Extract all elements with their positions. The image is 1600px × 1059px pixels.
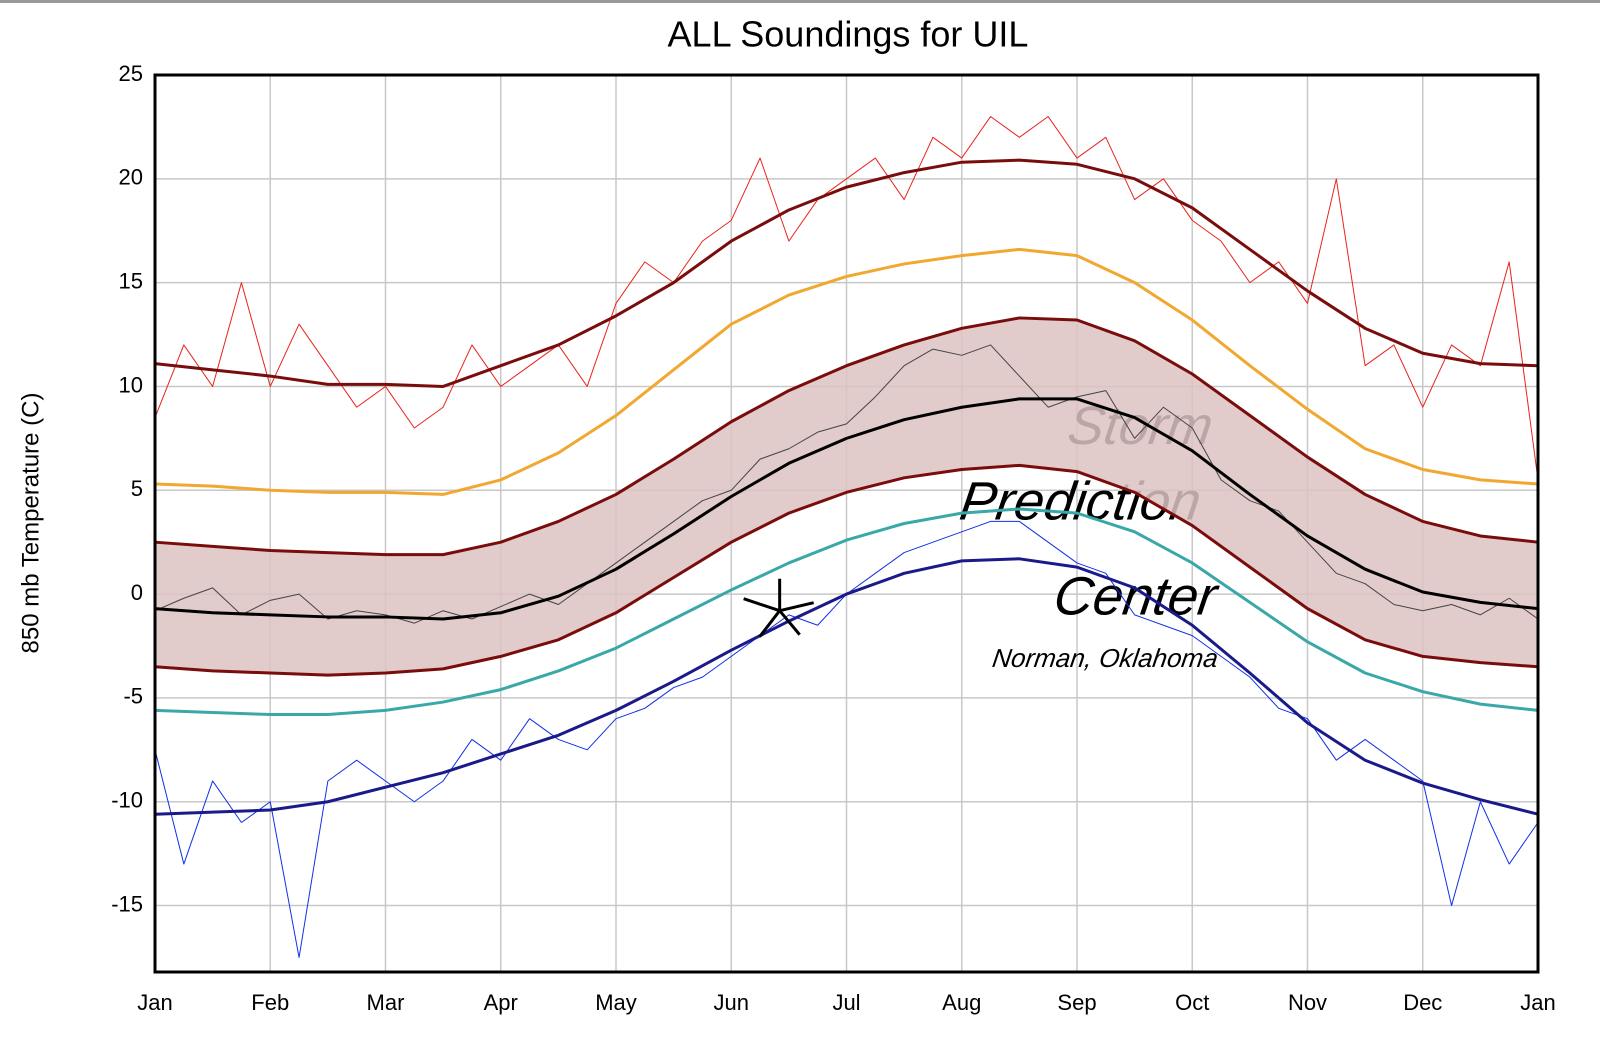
x-tick-label: Feb bbox=[251, 990, 289, 1015]
series-line bbox=[154, 158, 1539, 388]
series-line bbox=[154, 557, 1539, 816]
y-tick-label: 25 bbox=[119, 61, 143, 86]
plot-frame bbox=[153, 73, 1540, 974]
watermark-text: Center bbox=[1050, 566, 1222, 626]
x-tick-label: Nov bbox=[1288, 990, 1327, 1015]
watermark-text: Norman, Oklahoma bbox=[991, 643, 1220, 673]
y-tick-label: -5 bbox=[123, 684, 143, 709]
series-line bbox=[154, 397, 1539, 621]
y-tick-label: 10 bbox=[119, 372, 143, 397]
y-tick-label: 0 bbox=[131, 580, 143, 605]
x-tick-label: Apr bbox=[484, 990, 518, 1015]
marker-stroke bbox=[758, 609, 781, 638]
x-tick-label: Jan bbox=[1520, 990, 1555, 1015]
current-sounding-marker bbox=[743, 578, 814, 638]
series-line bbox=[154, 507, 1539, 717]
y-axis-label: 850 mb Temperature (C) bbox=[17, 393, 44, 654]
x-tick-label: Dec bbox=[1403, 990, 1442, 1015]
marker-stroke bbox=[779, 601, 814, 613]
x-tick-label: May bbox=[595, 990, 637, 1015]
marker-stroke bbox=[778, 609, 801, 636]
percentile-band bbox=[155, 317, 1538, 676]
x-tick-label: Jan bbox=[137, 990, 172, 1015]
series-line bbox=[154, 247, 1539, 496]
y-tick-label: -15 bbox=[111, 891, 143, 916]
band-lower-line bbox=[154, 463, 1539, 677]
x-tick-label: Aug bbox=[942, 990, 981, 1015]
top-border bbox=[0, 0, 1600, 3]
x-tick-label: Jul bbox=[832, 990, 860, 1015]
y-tick-label: 20 bbox=[119, 165, 143, 190]
x-tick-label: Mar bbox=[367, 990, 405, 1015]
y-tick-label: 15 bbox=[119, 268, 143, 293]
series-line bbox=[154, 344, 1539, 624]
band-upper-line bbox=[154, 316, 1539, 557]
y-tick-label: 5 bbox=[131, 476, 143, 501]
chart-title: ALL Soundings for UIL bbox=[668, 14, 1029, 55]
y-tick-label: -10 bbox=[111, 788, 143, 813]
x-tick-label: Oct bbox=[1175, 990, 1209, 1015]
x-tick-label: Jun bbox=[714, 990, 749, 1015]
series-line bbox=[154, 116, 1539, 480]
marker-stroke bbox=[743, 597, 781, 613]
x-tick-label: Sep bbox=[1057, 990, 1096, 1015]
